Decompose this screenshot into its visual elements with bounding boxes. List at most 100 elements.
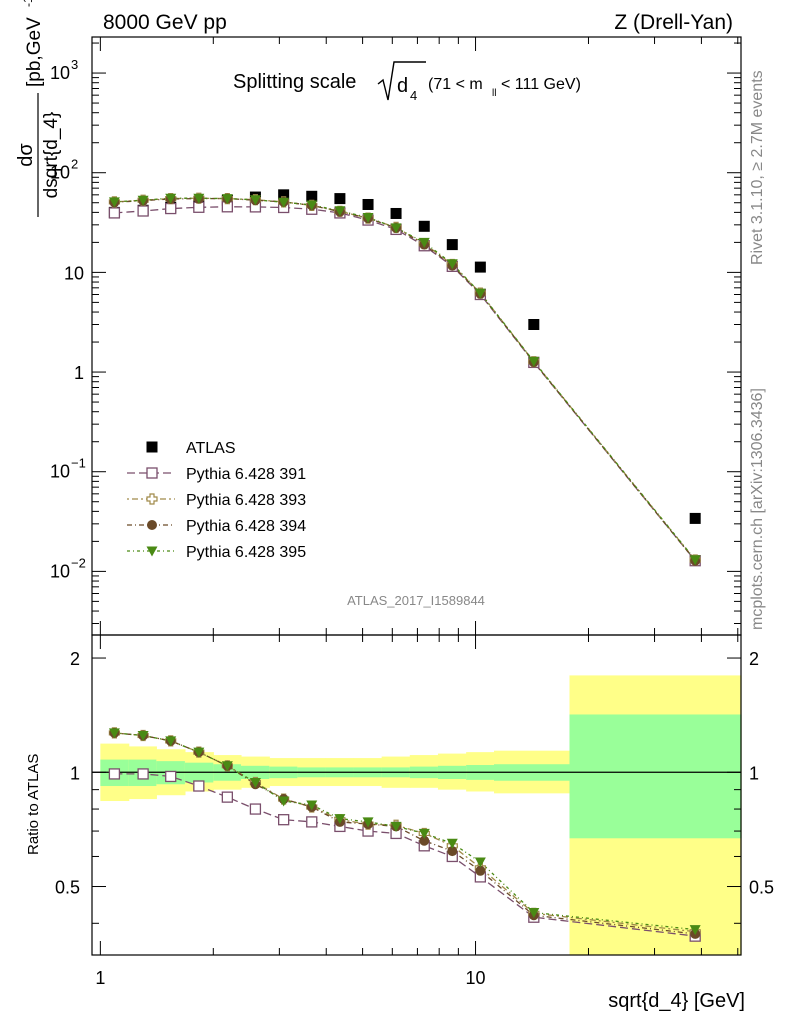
ratio-content [92, 675, 742, 955]
main-point-series-1-0 [108, 207, 121, 219]
main-point-series-0-6 [278, 189, 290, 201]
ratio-point-series-0-2 [165, 770, 177, 783]
main-point-series-1-1 [137, 205, 149, 217]
ratio-point-series-3-0 [108, 728, 120, 739]
main-title: Splitting scale d 4 (71 < m ll < 111 GeV… [233, 61, 581, 103]
main-point-series-0-10 [390, 207, 402, 219]
main-ytick-label-exp-4: −1 [71, 456, 86, 471]
watermark: ATLAS_2017_I1589844 [347, 593, 485, 608]
main-point-series-4-13 [474, 288, 486, 299]
ylabel-num: dσ [15, 143, 37, 167]
ratio-point-series-0-3 [193, 780, 205, 792]
main-point-series-4-14 [528, 356, 540, 367]
title-range-post: < 111 GeV) [501, 76, 581, 93]
ratio-point-series-3-15 [689, 925, 701, 936]
ylabel-unit-sup: -1 [21, 0, 35, 7]
ratio-point-series-3-13 [474, 857, 486, 868]
header-left: 8000 GeV pp [103, 11, 227, 34]
ratio-point-series-3-7 [306, 800, 318, 811]
ratio-line-series-3 [114, 732, 696, 931]
ratio-point-series-0-5 [249, 803, 262, 815]
main-point-series-4-6 [278, 197, 290, 208]
ratio-point-series-3-12 [446, 838, 458, 849]
ratio-panel: 0.5 0.5 1 1 2 2 1 10 [55, 634, 774, 988]
ratio-point-series-3-14 [528, 908, 540, 919]
ratio-point-series-0-6 [278, 814, 290, 826]
header-right: Z (Drell-Yan) [614, 11, 733, 34]
legend: ATLAS Pythia 6.428 391 Pythia 6.428 393 Pyt… [127, 440, 306, 561]
ratio-point-series-0-0 [108, 768, 121, 780]
legend-marker-3 [147, 520, 157, 530]
main-point-series-4-12 [446, 259, 458, 270]
rivet-label: Rivet 3.1.10, ≥ 2.7M events [749, 70, 766, 265]
ratio-point-series-2-11 [419, 835, 430, 846]
main-ytick-label-5: 10 [50, 561, 70, 581]
ratio-line-series-1 [114, 732, 696, 933]
ratio-axes: 0.5 0.5 1 1 2 2 1 10 [55, 635, 774, 988]
ratio-ytick-label-left-1: 1 [70, 763, 80, 783]
main-ytick-label-exp-0: 3 [71, 57, 78, 72]
main-point-series-0-15 [689, 512, 701, 524]
xtick-label-1: 10 [466, 968, 486, 988]
ratio-ytick-label-left-2: 2 [70, 649, 80, 669]
main-point-series-4-2 [165, 193, 177, 204]
main-point-series-0-12 [446, 239, 458, 251]
ratio-point-series-3-8 [334, 814, 346, 825]
legend-marker-2 [146, 493, 158, 505]
legend-label-2: Pythia 6.428 393 [186, 492, 306, 509]
main-ytick-label-3: 1 [74, 363, 84, 383]
main-point-series-4-1 [137, 195, 149, 206]
main-line-series-4 [114, 197, 696, 561]
main-point-series-4-7 [306, 200, 318, 211]
title-d-sub: 4 [410, 88, 417, 103]
main-point-series-4-0 [108, 197, 120, 208]
main-point-series-1-2 [165, 202, 177, 215]
ratio-point-series-3-9 [362, 817, 374, 828]
ratio-band-inner-15 [569, 714, 742, 839]
title-range-sub: ll [492, 88, 496, 99]
ylabel-den: dsqrt{d_4} [41, 112, 62, 199]
main-point-series-0-8 [334, 193, 346, 205]
main-ytick-label-4: 10 [50, 462, 70, 482]
ratio-line-series-0 [114, 773, 696, 937]
ratio-point-series-3-6 [278, 796, 290, 807]
ratio-point-series-0-7 [306, 816, 318, 828]
ratio-point-series-3-1 [137, 730, 149, 741]
main-point-series-4-11 [418, 237, 430, 248]
legend-marker-0 [146, 441, 158, 453]
main-line-series-3 [114, 197, 696, 562]
legend-marker-4 [146, 546, 158, 557]
ratio-point-series-3-11 [418, 828, 430, 839]
main-ylabel: dσ dsqrt{d_4} [pb,GeV -1 ] [15, 0, 62, 217]
main-point-series-0-13 [474, 261, 486, 273]
ratio-ytick-label-right-1: 1 [749, 763, 759, 783]
legend-label-0: ATLAS [186, 440, 236, 457]
main-ytick-label-1: 10 [50, 163, 70, 183]
main-ytick-label-0: 10 [50, 63, 70, 83]
main-ytick-label-exp-1: 2 [71, 157, 78, 172]
legend-label-4: Pythia 6.428 395 [186, 544, 306, 561]
main-point-series-4-3 [193, 193, 205, 204]
ratio-ylabel: Ratio to ATLAS [25, 754, 42, 855]
ratio-point-series-3-5 [249, 777, 261, 788]
main-ytick-label-2: 10 [64, 263, 84, 283]
main-ytick-label-exp-5: −2 [71, 555, 86, 570]
ratio-point-series-2-12 [447, 846, 458, 857]
main-point-series-4-15 [689, 555, 701, 566]
ratio-point-series-0-1 [137, 768, 149, 780]
main-point-series-0-11 [418, 220, 430, 232]
main-line-series-1 [114, 206, 696, 562]
ratio-ytick-label-right-2: 2 [749, 649, 759, 669]
ratio-frame [91, 634, 742, 956]
ratio-point-series-3-3 [193, 747, 205, 758]
sqrt-symbol [377, 61, 426, 101]
main-point-series-0-14 [528, 318, 540, 330]
main-point-series-0-9 [362, 198, 374, 210]
main-point-series-4-5 [249, 195, 261, 206]
legend-label-3: Pythia 6.428 394 [186, 518, 306, 535]
main-point-series-0-7 [306, 190, 318, 202]
ratio-point-series-3-4 [221, 761, 233, 772]
